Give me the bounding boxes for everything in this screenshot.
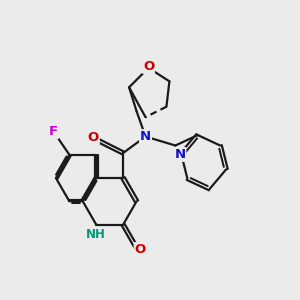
Text: O: O (88, 131, 99, 144)
Text: O: O (134, 243, 146, 256)
Text: O: O (143, 60, 154, 73)
Text: NH: NH (86, 228, 106, 241)
Text: F: F (49, 125, 58, 138)
Text: N: N (140, 130, 151, 143)
Text: N: N (174, 148, 185, 161)
